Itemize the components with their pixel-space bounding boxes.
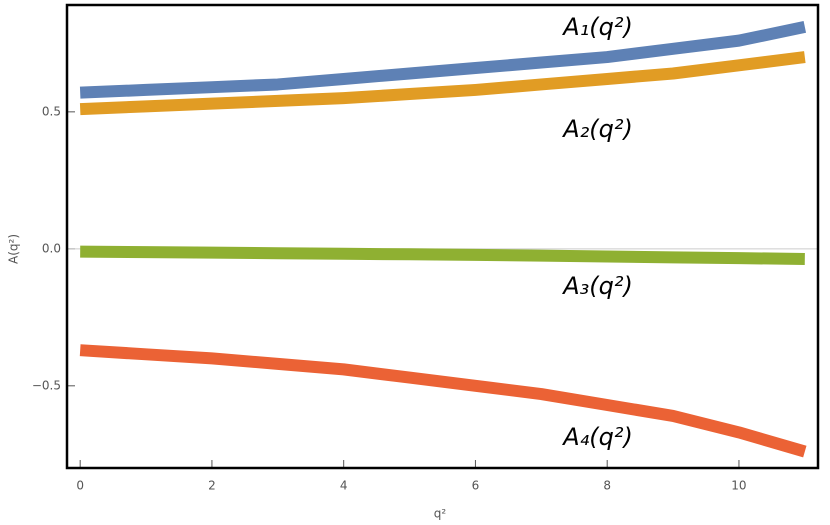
series-label: A₁(q²) xyxy=(561,13,633,41)
x-tick-label: 4 xyxy=(340,479,348,493)
x-tick-label: 2 xyxy=(208,479,216,493)
x-tick-label: 8 xyxy=(603,479,611,493)
y-tick-label: −0.5 xyxy=(32,378,61,392)
plot-frame xyxy=(65,3,820,470)
y-tick-label: 0.5 xyxy=(42,104,61,118)
series-label: A₃(q²) xyxy=(561,272,633,300)
series-label: A₂(q²) xyxy=(561,115,633,143)
series-line xyxy=(80,245,805,265)
x-tick-label: 0 xyxy=(76,479,84,493)
series-label: A₄(q²) xyxy=(561,423,633,451)
y-tick-label: 0.0 xyxy=(42,241,61,255)
x-axis-label: q² xyxy=(434,507,447,521)
x-tick-label: 10 xyxy=(731,479,746,493)
series-line xyxy=(79,21,807,99)
series-line xyxy=(79,344,807,458)
series-line xyxy=(79,51,806,116)
x-tick-label: 6 xyxy=(472,479,480,493)
y-axis-label: A(q²) xyxy=(7,234,21,264)
